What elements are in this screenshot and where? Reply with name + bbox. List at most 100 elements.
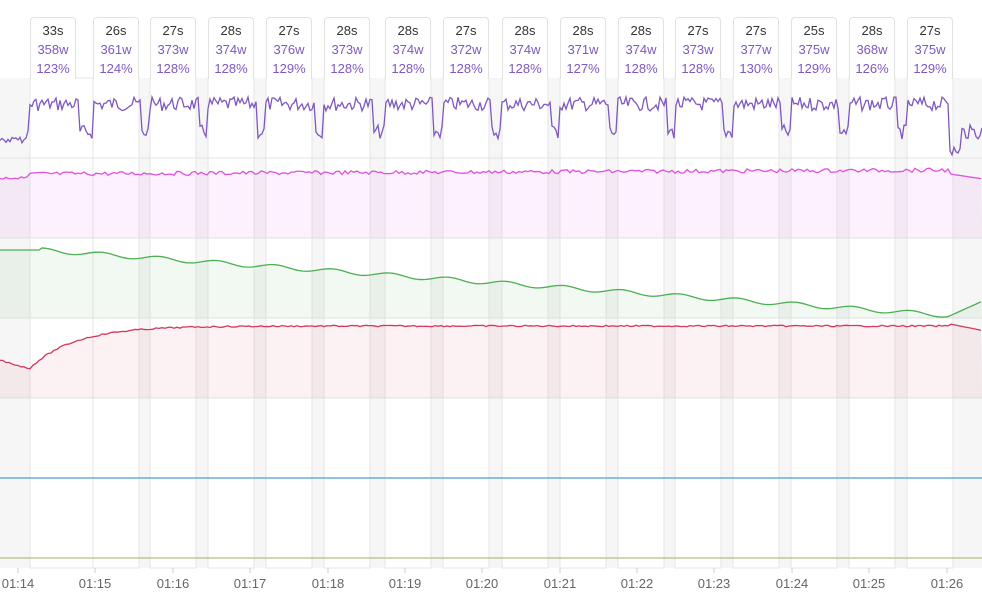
interval-column (674, 77, 722, 569)
x-tick-label: 01:21 (543, 576, 577, 591)
interval-duration: 28s (861, 23, 883, 38)
interval-power: 358w (37, 42, 69, 57)
interval-percent: 128% (449, 61, 483, 76)
x-tick-label: 01:22 (620, 576, 654, 591)
interval-column (384, 77, 432, 569)
interval-column (207, 77, 255, 569)
x-tick-label: 01:15 (78, 576, 112, 591)
interval-percent: 129% (272, 61, 306, 76)
interval-card[interactable]: 25s 375w 129% (791, 17, 837, 79)
interval-column (848, 77, 896, 569)
interval-power: 361w (100, 42, 132, 57)
interval-column (149, 77, 197, 569)
x-tick-label: 01:16 (156, 576, 190, 591)
interval-card[interactable]: 33s 358w 123% (30, 17, 76, 79)
interval-card[interactable]: 28s 373w 128% (324, 17, 370, 79)
interval-power: 368w (856, 42, 888, 57)
interval-card[interactable]: 27s 373w 128% (150, 17, 196, 79)
interval-percent: 126% (855, 61, 889, 76)
interval-power: 373w (157, 42, 189, 57)
interval-duration: 27s (745, 23, 767, 38)
interval-card[interactable]: 27s 376w 129% (266, 17, 312, 79)
x-tick-label: 01:14 (1, 576, 35, 591)
interval-card[interactable]: 28s 374w 128% (208, 17, 254, 79)
interval-card[interactable]: 28s 374w 128% (502, 17, 548, 79)
series-magenta-line (0, 167, 982, 180)
x-tick-label: 01:20 (465, 576, 499, 591)
interval-column (790, 77, 838, 569)
interval-duration: 28s (514, 23, 536, 38)
interval-percent: 128% (681, 61, 715, 76)
x-tick-label: 01:18 (311, 576, 345, 591)
interval-percent: 130% (739, 61, 773, 76)
interval-power: 376w (273, 42, 305, 57)
interval-column (92, 77, 140, 569)
interval-percent: 128% (624, 61, 658, 76)
x-tick-label: 01:17 (233, 576, 267, 591)
interval-percent: 124% (99, 61, 133, 76)
interval-power: 375w (914, 42, 946, 57)
series-green-line (0, 247, 982, 318)
interval-percent: 128% (330, 61, 364, 76)
interval-power: 377w (740, 42, 772, 57)
interval-duration: 28s (220, 23, 242, 38)
interval-power: 371w (567, 42, 599, 57)
interval-column (265, 77, 313, 569)
interval-column (559, 77, 607, 569)
interval-duration: 28s (397, 23, 419, 38)
interval-column (906, 77, 954, 569)
interval-card[interactable]: 27s 377w 130% (733, 17, 779, 79)
series-red-area (0, 324, 982, 398)
interval-percent: 129% (797, 61, 831, 76)
interval-card[interactable]: 27s 373w 128% (675, 17, 721, 79)
interval-power: 374w (392, 42, 424, 57)
interval-duration: 28s (336, 23, 358, 38)
interval-duration: 27s (919, 23, 941, 38)
x-tick-label: 01:19 (388, 576, 422, 591)
interval-column (732, 77, 780, 569)
interval-power: 374w (215, 42, 247, 57)
interval-power: 373w (331, 42, 363, 57)
interval-column (501, 77, 549, 569)
interval-duration: 27s (455, 23, 477, 38)
series-red-line (0, 323, 982, 370)
interval-duration: 33s (42, 23, 64, 38)
interval-card[interactable]: 28s 371w 127% (560, 17, 606, 79)
interval-column (323, 77, 371, 569)
interval-duration: 28s (630, 23, 652, 38)
interval-card[interactable]: 28s 368w 126% (849, 17, 895, 79)
interval-card[interactable]: 26s 361w 124% (93, 17, 139, 79)
interval-percent: 129% (913, 61, 947, 76)
interval-percent: 128% (214, 61, 248, 76)
x-tick-label: 01:24 (775, 576, 809, 591)
interval-percent: 128% (508, 61, 542, 76)
interval-card[interactable]: 28s 374w 128% (618, 17, 664, 79)
interval-percent: 128% (391, 61, 425, 76)
interval-card[interactable]: 27s 372w 128% (443, 17, 489, 79)
series-magenta-area (0, 168, 982, 238)
interval-column (442, 77, 490, 569)
interval-power: 374w (509, 42, 541, 57)
interval-power: 374w (625, 42, 657, 57)
interval-duration: 27s (687, 23, 709, 38)
interval-duration: 25s (803, 23, 825, 38)
interval-power: 372w (450, 42, 482, 57)
interval-card[interactable]: 27s 375w 129% (907, 17, 953, 79)
interval-card[interactable]: 28s 374w 128% (385, 17, 431, 79)
interval-power: 375w (798, 42, 830, 57)
interval-duration: 28s (572, 23, 594, 38)
series-power-line (0, 94, 982, 157)
interval-percent: 127% (566, 61, 600, 76)
interval-duration: 27s (162, 23, 184, 38)
x-tick-label: 01:25 (852, 576, 886, 591)
interval-percent: 123% (36, 61, 70, 76)
interval-power: 373w (682, 42, 714, 57)
interval-duration: 27s (278, 23, 300, 38)
interval-column (29, 77, 97, 569)
interval-column (617, 77, 665, 569)
interval-duration: 26s (105, 23, 127, 38)
x-tick-label: 01:26 (930, 576, 964, 591)
x-tick-label: 01:23 (697, 576, 731, 591)
